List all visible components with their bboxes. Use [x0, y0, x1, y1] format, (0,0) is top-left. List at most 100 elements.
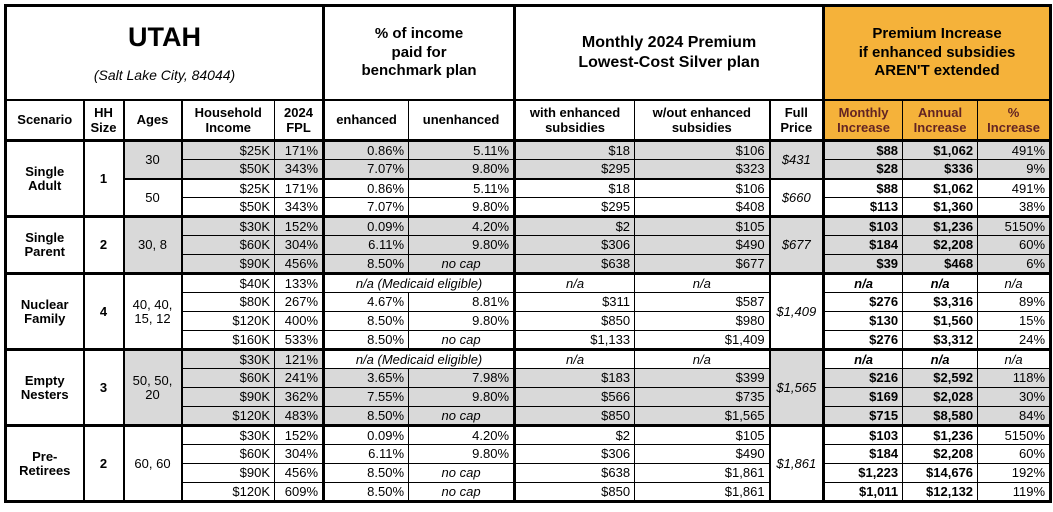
- table-row: Nuclear Family 4 40, 40, 15, 12 $40K 133% n/a…: [5, 272, 1051, 350]
- cell-enhanced-pct: 0.86%: [322, 139, 409, 160]
- cell-income: $30K: [180, 348, 275, 369]
- cell-annual-increase: n/a: [902, 348, 978, 369]
- cell-with-subsidies: $295: [513, 159, 635, 179]
- cell-fpl: 121%: [273, 348, 324, 369]
- cell-medicaid-note: n/a (Medicaid eligible): [322, 272, 515, 293]
- cell-monthly-increase: $276: [822, 292, 903, 312]
- cell-monthly-increase: $103: [822, 215, 903, 236]
- table-row: $90K 456% 8.50% no cap $638 $677 $39 $468 6%: [6, 254, 1051, 274]
- cell-enhanced-pct: 0.86%: [322, 177, 409, 198]
- cell-pct-increase: n/a: [977, 272, 1051, 293]
- cell-annual-increase: $1,560: [902, 311, 978, 331]
- cell-fpl: 152%: [273, 424, 324, 445]
- cell-pct-increase: 30%: [977, 387, 1051, 407]
- cell-pct-increase: 15%: [977, 311, 1051, 331]
- cell-unenhanced-pct: no cap: [408, 330, 515, 350]
- cell-monthly-increase: $88: [822, 139, 903, 160]
- cell-with-subsidies: $183: [513, 368, 635, 388]
- cell-fpl: 362%: [273, 387, 324, 407]
- table-row: $120K 609% 8.50% no cap $850 $1,861 $1,011 $12,…: [6, 482, 1051, 502]
- cell-with-subsidies: $638: [513, 463, 635, 483]
- cell-without-subsidies: $106: [634, 177, 770, 198]
- cell-monthly-increase: $169: [822, 387, 903, 407]
- cell-pct-increase: 118%: [977, 368, 1051, 388]
- cell-fpl: 456%: [273, 463, 324, 483]
- cell-without-subsidies: $980: [634, 311, 770, 331]
- cell-without-subsidies: $105: [634, 424, 770, 445]
- cell-without-subsidies: n/a: [634, 272, 770, 293]
- state-subtitle: (Salt Lake City, 84044): [93, 66, 236, 83]
- cell-income: $60K: [180, 368, 275, 388]
- cell-full-price: $1,861: [768, 424, 824, 502]
- cell-with-subsidies: n/a: [513, 272, 635, 293]
- cell-pct-increase: 89%: [977, 292, 1051, 312]
- cell-income: $120K: [180, 482, 275, 502]
- cell-without-subsidies: $587: [634, 292, 770, 312]
- cell-annual-increase: n/a: [902, 272, 978, 293]
- cell-hh-size: 1: [82, 139, 124, 217]
- cell-hh-size: 2: [82, 424, 124, 502]
- increase-block-header: Premium Increase if enhanced subsidies A…: [822, 5, 1051, 101]
- cell-enhanced-pct: 8.50%: [322, 463, 409, 483]
- cell-with-subsidies: $2: [513, 215, 635, 236]
- table-row: $90K 362% 7.55% 9.80% $566 $735 $169 $2,028 30%: [6, 387, 1051, 407]
- cell-annual-increase: $1,062: [902, 177, 978, 198]
- column-header-row: Scenario HH Size Ages Household Income 2…: [5, 99, 1051, 143]
- cell-enhanced-pct: 6.11%: [322, 444, 409, 464]
- cell-medicaid-note: n/a (Medicaid eligible): [322, 348, 515, 369]
- cell-pct-increase: 38%: [977, 197, 1051, 217]
- cell-fpl: 483%: [273, 406, 324, 426]
- cell-income: $90K: [180, 387, 275, 407]
- cell-income: $90K: [180, 254, 275, 274]
- cell-unenhanced-pct: 4.20%: [408, 424, 515, 445]
- cell-enhanced-pct: 0.09%: [322, 424, 409, 445]
- cell-with-subsidies: $850: [513, 482, 635, 502]
- cell-enhanced-pct: 8.50%: [322, 311, 409, 331]
- cell-hh-size: 2: [82, 215, 124, 274]
- cell-annual-increase: $3,312: [902, 330, 978, 350]
- cell-enhanced-pct: 8.50%: [322, 254, 409, 274]
- cell-enhanced-pct: 4.67%: [322, 292, 409, 312]
- table-row: $50K 343% 7.07% 9.80% $295 $408 $113 $1,360 38%: [6, 197, 1051, 217]
- cell-annual-increase: $1,062: [902, 139, 978, 160]
- header-block-row: UTAH (Salt Lake City, 84044) % of income…: [5, 5, 1051, 101]
- cell-fpl: 133%: [273, 272, 324, 293]
- cell-enhanced-pct: 7.07%: [322, 197, 409, 217]
- cell-scenario: Pre-Retirees: [5, 424, 84, 502]
- col-header-without-subsidies: w/out enhanced subsidies: [634, 99, 770, 143]
- cell-fpl: 304%: [273, 235, 324, 255]
- cell-unenhanced-pct: no cap: [408, 463, 515, 483]
- cell-annual-increase: $2,208: [902, 444, 978, 464]
- cell-without-subsidies: $323: [634, 159, 770, 179]
- cell-full-price: $677: [768, 215, 824, 274]
- cell-without-subsidies: $1,861: [634, 482, 770, 502]
- table-row: $120K 400% 8.50% 9.80% $850 $980 $130 $1,560 15%: [6, 311, 1051, 331]
- cell-monthly-increase: $1,011: [822, 482, 903, 502]
- cell-fpl: 171%: [273, 139, 324, 160]
- cell-without-subsidies: $490: [634, 235, 770, 255]
- col-header-unenhanced: unenhanced: [408, 99, 515, 143]
- cell-income: $25K: [180, 139, 275, 160]
- cell-annual-increase: $3,316: [902, 292, 978, 312]
- cell-annual-increase: $1,236: [902, 215, 978, 236]
- table-row: Empty Nesters 3 50, 50, 20 $30K 121% n/a (Med…: [5, 348, 1051, 426]
- col-header-monthly-increase: Monthly Increase: [822, 99, 903, 143]
- cell-with-subsidies: $2: [513, 424, 635, 445]
- table-row: Single Parent 2 30, 8 $30K 152% 0.09% 4.20% $2 $…: [5, 215, 1051, 274]
- cell-unenhanced-pct: no cap: [408, 482, 515, 502]
- cell-with-subsidies: $311: [513, 292, 635, 312]
- cell-without-subsidies: $106: [634, 139, 770, 160]
- cell-unenhanced-pct: 7.98%: [408, 368, 515, 388]
- cell-hh-size: 3: [82, 348, 124, 426]
- table-row: $60K 304% 6.11% 9.80% $306 $490 $184 $2,208 60%: [6, 444, 1051, 464]
- cell-income: $60K: [180, 235, 275, 255]
- table-row: $60K 241% 3.65% 7.98% $183 $399 $216 $2,592 118%: [6, 368, 1051, 388]
- cell-monthly-increase: $88: [822, 177, 903, 198]
- cell-monthly-increase: n/a: [822, 348, 903, 369]
- cell-income: $120K: [180, 406, 275, 426]
- cell-income: $90K: [180, 463, 275, 483]
- cell-income: $30K: [180, 424, 275, 445]
- cell-annual-increase: $12,132: [902, 482, 978, 502]
- cell-income: $50K: [180, 159, 275, 179]
- cell-enhanced-pct: 8.50%: [322, 330, 409, 350]
